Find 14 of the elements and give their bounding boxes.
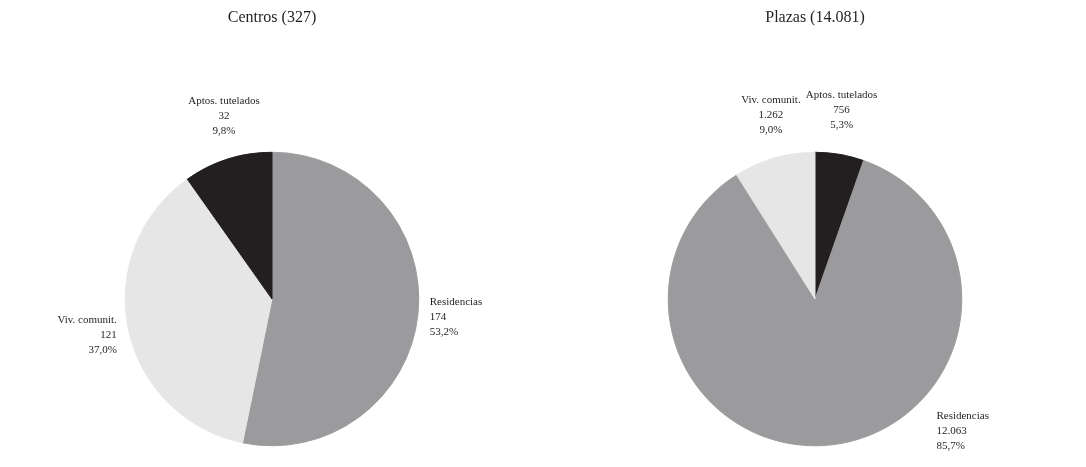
data-label: 756 5,3% xyxy=(830,103,854,131)
chart-title: Plazas (14.081) xyxy=(765,7,865,26)
slice-label: Residencias xyxy=(429,295,483,308)
slice-label: Viv. comunit. xyxy=(57,313,118,326)
slice-label: Residencias xyxy=(936,409,989,422)
data-label: 12.063 85,7% xyxy=(936,424,968,452)
slice-label: Aptos. tutelados xyxy=(805,88,878,101)
data-label: 32 9,8% xyxy=(212,108,236,136)
data-label: 174 53,2% xyxy=(429,310,459,338)
data-label: 121 37,0% xyxy=(88,328,117,356)
slice-label: Viv. comunit. xyxy=(741,92,801,105)
slice-label: Aptos. tutelados xyxy=(188,93,260,106)
chart-title: Centros (327) xyxy=(227,7,317,26)
data-label: 1.262 9,0% xyxy=(758,107,784,135)
